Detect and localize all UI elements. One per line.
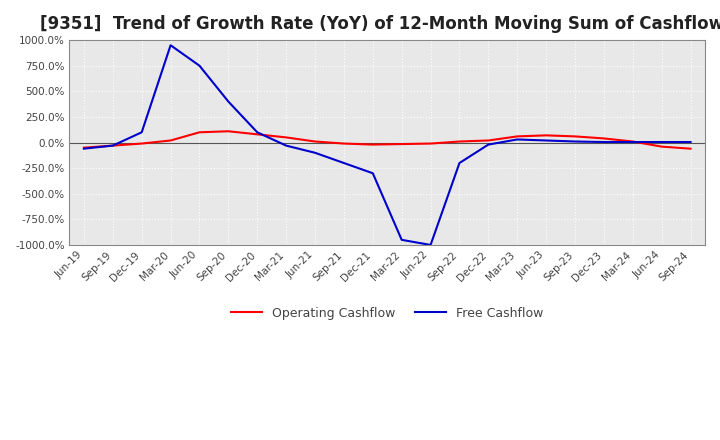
- Title: [9351]  Trend of Growth Rate (YoY) of 12-Month Moving Sum of Cashflows: [9351] Trend of Growth Rate (YoY) of 12-…: [40, 15, 720, 33]
- Free Cashflow: [311, 150, 320, 155]
- Free Cashflow: [426, 242, 435, 248]
- Free Cashflow: [369, 171, 377, 176]
- Free Cashflow: [109, 143, 117, 148]
- Operating Cashflow: [224, 128, 233, 134]
- Operating Cashflow: [542, 133, 551, 138]
- Free Cashflow: [253, 130, 261, 135]
- Operating Cashflow: [455, 139, 464, 144]
- Free Cashflow: [195, 63, 204, 68]
- Operating Cashflow: [138, 141, 146, 146]
- Free Cashflow: [571, 139, 580, 144]
- Operating Cashflow: [686, 146, 695, 151]
- Free Cashflow: [166, 43, 175, 48]
- Free Cashflow: [455, 160, 464, 165]
- Free Cashflow: [657, 139, 666, 145]
- Free Cashflow: [397, 237, 406, 242]
- Operating Cashflow: [340, 141, 348, 146]
- Operating Cashflow: [426, 141, 435, 146]
- Line: Operating Cashflow: Operating Cashflow: [84, 131, 690, 149]
- Free Cashflow: [224, 99, 233, 104]
- Operating Cashflow: [513, 134, 521, 139]
- Free Cashflow: [513, 137, 521, 142]
- Operating Cashflow: [109, 143, 117, 148]
- Operating Cashflow: [311, 139, 320, 144]
- Operating Cashflow: [369, 142, 377, 147]
- Operating Cashflow: [80, 145, 89, 150]
- Free Cashflow: [138, 130, 146, 135]
- Line: Free Cashflow: Free Cashflow: [84, 45, 690, 245]
- Operating Cashflow: [397, 141, 406, 147]
- Operating Cashflow: [629, 139, 637, 144]
- Legend: Operating Cashflow, Free Cashflow: Operating Cashflow, Free Cashflow: [226, 302, 548, 325]
- Free Cashflow: [600, 139, 608, 145]
- Operating Cashflow: [166, 138, 175, 143]
- Free Cashflow: [80, 146, 89, 151]
- Operating Cashflow: [600, 136, 608, 141]
- Free Cashflow: [542, 138, 551, 143]
- Operating Cashflow: [253, 132, 261, 137]
- Operating Cashflow: [657, 144, 666, 149]
- Free Cashflow: [484, 142, 492, 147]
- Free Cashflow: [686, 139, 695, 145]
- Operating Cashflow: [571, 134, 580, 139]
- Free Cashflow: [629, 139, 637, 145]
- Free Cashflow: [282, 143, 290, 148]
- Free Cashflow: [340, 160, 348, 165]
- Operating Cashflow: [282, 135, 290, 140]
- Operating Cashflow: [195, 130, 204, 135]
- Operating Cashflow: [484, 138, 492, 143]
